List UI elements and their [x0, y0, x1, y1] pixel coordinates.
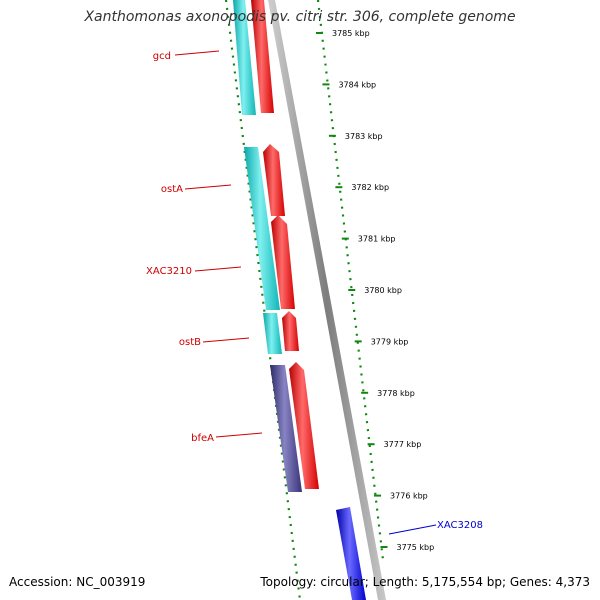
genome-title: Xanthomonas axonopodis pv. citri str. 30…	[84, 9, 516, 25]
scale-ticks: 3785 kbp 3784 kbp 3783 kbp 3782 kbp 3781 kbp…	[316, 29, 434, 552]
gene-label: ostB	[179, 337, 201, 348]
leader-xac3210	[194, 266, 242, 272]
gene-osta-red	[263, 144, 285, 216]
leader-osta	[184, 184, 232, 190]
scale-label: 3782 kbp	[351, 183, 389, 192]
gene-gcd-red	[251, 0, 274, 113]
gene-label: bfeA	[191, 433, 214, 444]
gene-gcd-cyan	[233, 0, 256, 115]
gene-label: ostA	[161, 184, 183, 195]
gene-xac3210-red	[271, 215, 295, 309]
leader-bfea	[215, 432, 263, 438]
gene-label: XAC3208	[437, 520, 483, 531]
leader-ostb	[202, 337, 250, 343]
backbone-ring	[268, 0, 386, 600]
scale-label: 3785 kbp	[332, 29, 370, 38]
scale-label: 3783 kbp	[345, 132, 383, 141]
topology-text: Topology: circular; Length: 5,175,554 bp…	[260, 575, 590, 589]
gene-bfea-purple	[270, 365, 302, 492]
scale-label: 3777 kbp	[384, 440, 422, 449]
gene-ostb-cyan	[263, 313, 282, 354]
gene-label: XAC3210	[146, 266, 192, 277]
scale-label: 3781 kbp	[358, 235, 396, 244]
outer-dotted-ring	[316, 0, 385, 561]
gene-label: gcd	[153, 51, 171, 62]
gene-bfea-red	[289, 362, 319, 489]
leader-xac3208	[388, 524, 437, 535]
scale-label: 3784 kbp	[338, 80, 376, 89]
accession-text: Accession: NC_003919	[9, 575, 146, 589]
gene-xac3208-blue	[336, 507, 366, 600]
gene-ostb-red	[282, 311, 299, 351]
leader-gcd	[174, 50, 220, 56]
scale-label: 3780 kbp	[364, 286, 402, 295]
scale-label: 3775 kbp	[397, 543, 435, 552]
scale-label: 3778 kbp	[377, 389, 415, 398]
gene-osta-cyan	[244, 147, 280, 310]
scale-label: 3776 kbp	[390, 492, 428, 501]
scale-label: 3779 kbp	[371, 337, 409, 346]
